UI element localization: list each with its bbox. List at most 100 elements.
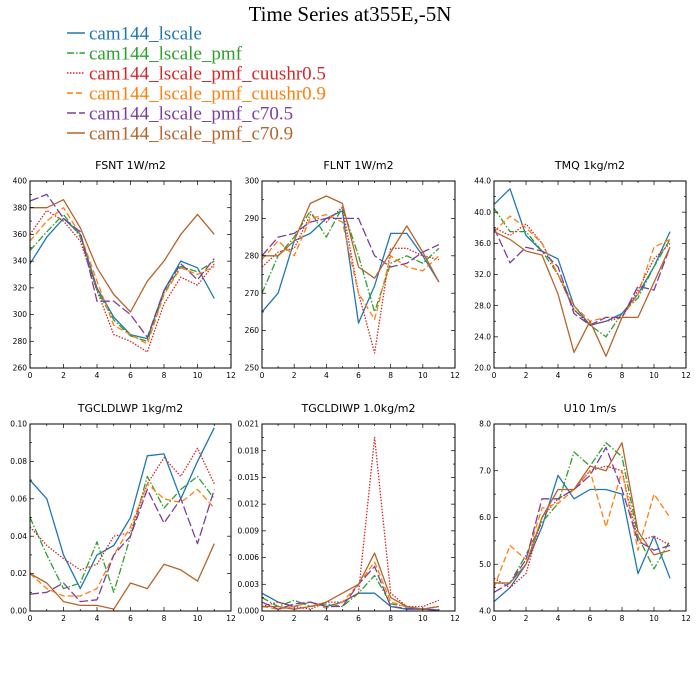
y-tick-label: 0.06 [10, 494, 27, 503]
x-tick-label: 10 [193, 614, 203, 623]
y-tick-label: 0.08 [10, 457, 27, 466]
y-tick-label: 0.012 [238, 500, 260, 509]
series-line [262, 436, 440, 610]
y-tick-label: 290 [245, 214, 260, 223]
x-tick-label: 12 [681, 371, 691, 380]
y-tick-label: 8.0 [479, 420, 491, 429]
x-tick-label: 6 [128, 614, 133, 623]
series-line [30, 475, 215, 593]
legend-label: cam144_lscale_pmf [89, 44, 243, 65]
y-tick-label: 360 [13, 230, 28, 239]
y-tick-label: 0.003 [238, 580, 260, 589]
legend: cam144_lscalecam144_lscale_pmfcam144_lsc… [67, 24, 326, 145]
series-line [494, 223, 671, 326]
y-tick-label: 0.015 [238, 473, 260, 482]
series-line [30, 193, 215, 338]
x-tick-label: 0 [28, 614, 33, 623]
x-tick-label: 12 [226, 371, 236, 380]
axes-frame [261, 180, 456, 369]
y-tick-label: 300 [13, 310, 28, 319]
chart-panel: FSNT 1W/m2 0 2 4 6 8 10 12 260 280 300 320 340 360 380… [13, 159, 236, 380]
x-tick-label: 4 [95, 614, 100, 623]
x-tick-label: 6 [128, 371, 133, 380]
series-line [262, 214, 440, 321]
legend-item: cam144_lscale [67, 24, 202, 45]
x-tick-label: 2 [61, 614, 66, 623]
x-tick-label: 8 [162, 614, 167, 623]
series-line [30, 209, 215, 353]
y-tick-label: 260 [13, 364, 28, 373]
y-tick-label: 24.0 [474, 332, 491, 341]
y-tick-label: 7.0 [479, 466, 491, 475]
y-tick-label: 0.006 [238, 553, 260, 562]
series-line [30, 213, 215, 342]
legend-item: cam144_lscale_pmf_cuushr0.5 [67, 64, 326, 85]
y-tick-label: 0.02 [10, 569, 27, 578]
x-tick-label: 0 [28, 371, 33, 380]
series-line [30, 207, 215, 345]
series-line [262, 206, 440, 354]
series-group [262, 436, 440, 611]
figure-title: Time Series at355E,-5N [249, 2, 452, 26]
y-tick-label: 280 [13, 337, 28, 346]
y-tick-label: 32.0 [474, 270, 491, 279]
y-tick-label: 340 [13, 257, 28, 266]
series-line [30, 199, 215, 313]
series-line [262, 217, 440, 268]
x-tick-label: 10 [193, 371, 203, 380]
x-tick-label: 2 [524, 614, 529, 623]
x-tick-label: 2 [61, 371, 66, 380]
series-line [262, 210, 440, 324]
x-tick-label: 12 [450, 614, 460, 623]
x-tick-label: 4 [324, 371, 329, 380]
x-tick-label: 10 [649, 614, 659, 623]
series-line [262, 574, 440, 610]
series-line [494, 442, 671, 584]
x-tick-label: 8 [162, 371, 167, 380]
series-line [262, 552, 440, 610]
x-tick-label: 8 [388, 614, 393, 623]
legend-label: cam144_lscale_pmf_c70.5 [89, 104, 293, 125]
series-line [262, 565, 439, 611]
y-tick-label: 4.0 [479, 607, 491, 616]
y-tick-label: 44.0 [474, 177, 491, 186]
x-tick-label: 6 [356, 614, 361, 623]
x-tick-label: 4 [324, 614, 329, 623]
y-tick-label: 28.0 [474, 301, 491, 310]
x-tick-label: 10 [649, 371, 659, 380]
series-line [30, 427, 215, 590]
y-tick-label: 270 [245, 289, 260, 298]
panel-title: TGCLDIWP 1.0kg/m2 [300, 402, 415, 415]
x-tick-label: 10 [418, 371, 428, 380]
x-tick-label: 6 [356, 371, 361, 380]
legend-label: cam144_lscale_pmf_c70.9 [89, 124, 293, 145]
legend-item: cam144_lscale_pmf [67, 44, 243, 65]
chart-panel: TMQ 1kg/m2 0 2 4 6 8 10 12 20.0 24.0 28.0 32.0 36.0 4… [474, 159, 691, 380]
y-tick-label: 20.0 [474, 364, 491, 373]
panel-title: U10 1m/s [564, 402, 617, 415]
y-tick-label: 0.021 [238, 420, 260, 429]
y-tick-label: 320 [13, 283, 28, 292]
legend-item: cam144_lscale_pmf_cuushr0.9 [67, 84, 326, 105]
chart-panels: FSNT 1W/m20 2 4 6 8 10 12260280300320340360380… [10, 159, 691, 623]
y-tick-label: 36.0 [474, 239, 491, 248]
y-tick-label: 40.0 [474, 208, 491, 217]
y-tick-label: 0.04 [10, 532, 27, 541]
panel-title: FSNT 1W/m2 [95, 159, 166, 172]
series-line [262, 206, 440, 313]
chart-panel: FLNT 1W/m2 0 2 4 6 8 10 12 250 260 270 280 290 300 [245, 159, 460, 380]
x-tick-label: 8 [388, 371, 393, 380]
series-line [494, 446, 671, 593]
chart-panel: U10 1m/s 0 2 4 6 8 10 12 4.0 5.0 6.0 7.0 8.0 [479, 402, 691, 623]
y-tick-label: 5.0 [479, 560, 491, 569]
x-tick-label: 6 [588, 614, 593, 623]
series-line [494, 188, 671, 326]
series-group [30, 193, 215, 353]
series-line [30, 488, 215, 603]
series-line [494, 465, 671, 589]
series-line [494, 442, 671, 584]
legend-label: cam144_lscale_pmf_cuushr0.5 [89, 64, 326, 85]
chart-panel: TGCLDIWP 1.0kg/m2 0 2 4 6 8 10 12 0.000 0.003 0.00… [238, 402, 460, 623]
x-tick-label: 10 [418, 614, 428, 623]
